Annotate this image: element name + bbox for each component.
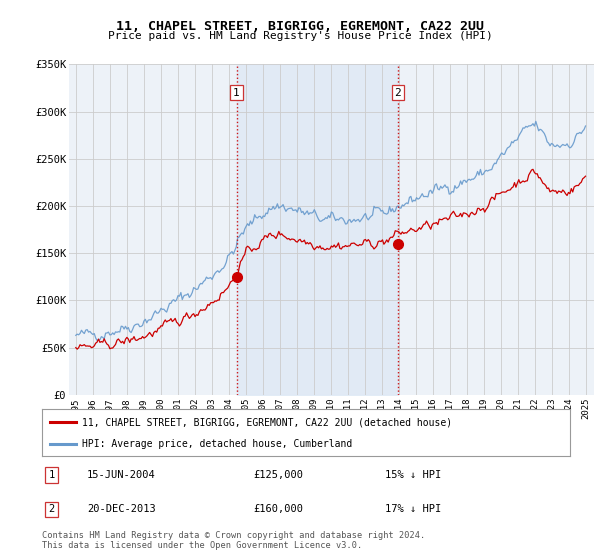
Text: HPI: Average price, detached house, Cumberland: HPI: Average price, detached house, Cumb… (82, 439, 352, 449)
Text: 15% ↓ HPI: 15% ↓ HPI (385, 470, 442, 480)
Text: 1: 1 (233, 88, 240, 97)
Text: 20-DEC-2013: 20-DEC-2013 (87, 505, 155, 515)
Text: 1: 1 (49, 470, 55, 480)
Text: 15-JUN-2004: 15-JUN-2004 (87, 470, 155, 480)
Text: Contains HM Land Registry data © Crown copyright and database right 2024.
This d: Contains HM Land Registry data © Crown c… (42, 531, 425, 550)
Text: 11, CHAPEL STREET, BIGRIGG, EGREMONT, CA22 2UU (detached house): 11, CHAPEL STREET, BIGRIGG, EGREMONT, CA… (82, 417, 452, 427)
Text: 17% ↓ HPI: 17% ↓ HPI (385, 505, 442, 515)
Text: Price paid vs. HM Land Registry's House Price Index (HPI): Price paid vs. HM Land Registry's House … (107, 31, 493, 41)
Text: £125,000: £125,000 (253, 470, 303, 480)
Text: 11, CHAPEL STREET, BIGRIGG, EGREMONT, CA22 2UU: 11, CHAPEL STREET, BIGRIGG, EGREMONT, CA… (116, 20, 484, 32)
Text: £160,000: £160,000 (253, 505, 303, 515)
Text: 2: 2 (395, 88, 401, 97)
Text: 2: 2 (49, 505, 55, 515)
